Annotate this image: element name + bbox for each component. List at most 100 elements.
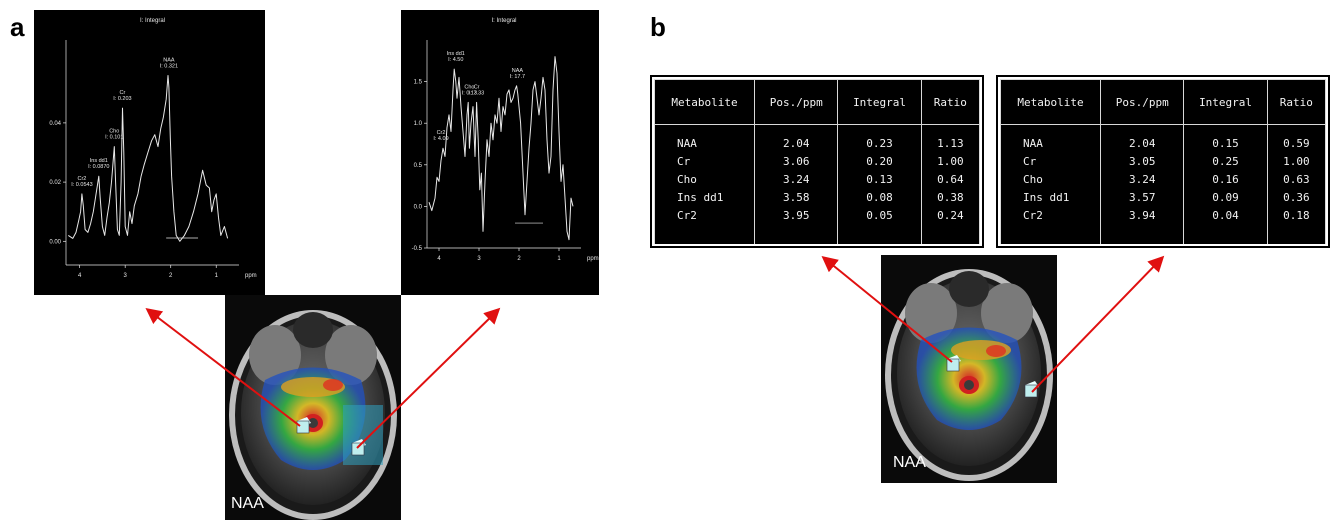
metabolite-table-right: Metabolite Pos./ppm Integral Ratio NAA Cr Cho I… <box>996 75 1330 248</box>
mri-label-2: NAA <box>893 454 926 471</box>
metabolite-table: Metabolite Pos./ppm Integral Ratio NAA Cr Cho I… <box>999 79 1327 244</box>
table-cell: Cr2 <box>677 209 697 222</box>
table-cell: 0.59 <box>1283 137 1310 150</box>
table-cell: 3.06 <box>782 155 810 168</box>
column-header: Ratio <box>920 79 981 125</box>
spectrum-trace <box>428 56 574 241</box>
spectrum-right: I: Integral 4 3 2 1 ppm -0.5 0.0 0.5 1.0 1.5 Cr2 I: … <box>401 10 599 295</box>
table-cell: 0.20 <box>866 155 893 168</box>
table-cell: 0.25 <box>1212 155 1239 168</box>
table-cell: 0.08 <box>866 191 893 204</box>
metabolite-table-left: Metabolite Pos./ppm Integral Ratio NAA Cr Cho I… <box>650 75 984 248</box>
table-cell: 2.04 <box>782 137 810 150</box>
table-cell: 1.00 <box>1283 155 1310 168</box>
x-axis-label: ppm <box>245 273 257 279</box>
x-tick-label: 2 <box>169 273 173 279</box>
peak-value: I: 4.09 <box>433 136 448 142</box>
mri-axial-left: NAA <box>225 295 401 520</box>
table-cell: 1.00 <box>937 155 964 168</box>
chart-title: I: Integral <box>491 18 516 24</box>
peak-value: I: 0.321 <box>160 64 178 70</box>
peak-label: Cr <box>474 84 480 90</box>
table-cell: NAA <box>677 137 697 150</box>
mri-brain-image-2: NAA <box>881 255 1057 483</box>
metabolite-table: Metabolite Pos./ppm Integral Ratio NAA Cr Cho I… <box>653 79 981 244</box>
y-tick-label: 0.00 <box>49 239 61 245</box>
peak-label: Ins dd1 <box>447 51 465 57</box>
panel-a-label: a <box>10 12 25 42</box>
column-header: Ratio <box>1266 79 1327 125</box>
column-cells: NAA Cr Cho Ins dd1 Cr2 <box>653 124 756 244</box>
x-tick-label: 1 <box>557 256 561 262</box>
table-cell: Cr2 <box>1023 209 1043 222</box>
table-cell: 0.63 <box>1283 173 1310 186</box>
table-cell: 0.24 <box>937 209 964 222</box>
column-header: Metabolite <box>999 79 1102 125</box>
peak-label: Ins dd1 <box>90 158 108 164</box>
peak-label: Cho <box>109 129 119 135</box>
peak-value: I: 0.101 <box>105 135 123 141</box>
peak-label: Cr2 <box>77 176 86 182</box>
column-cells: 0.59 1.00 0.63 0.36 0.18 <box>1266 124 1327 244</box>
peak-value: I: 17.7 <box>510 74 525 80</box>
table-cell: 0.15 <box>1212 137 1239 150</box>
peak-value: I: 4.50 <box>448 57 463 63</box>
table-cell: 0.13 <box>866 173 893 186</box>
peak-value: I: 7.33 <box>469 90 484 96</box>
chart-title: I: Integral <box>140 18 165 24</box>
peak-label: Cr2 <box>437 130 446 136</box>
y-tick-label: 1.0 <box>414 121 423 127</box>
y-tick-label: 0.5 <box>414 163 423 169</box>
table-cell: 0.38 <box>937 191 964 204</box>
table-cell: 3.94 <box>1128 209 1156 222</box>
column-cells: 1.13 1.00 0.64 0.38 0.24 <box>920 124 981 244</box>
table-cell: 0.18 <box>1283 209 1310 222</box>
column-cells: 0.15 0.25 0.16 0.09 0.04 <box>1183 124 1268 244</box>
column-cells: 2.04 3.06 3.24 3.58 3.95 <box>754 124 839 244</box>
table-cell: 0.05 <box>866 209 893 222</box>
peak-value: I: 0.203 <box>113 96 131 102</box>
column-cells: 2.04 3.05 3.24 3.57 3.94 <box>1100 124 1185 244</box>
column-header: Pos./ppm <box>754 79 839 125</box>
table-cell: 0.64 <box>937 173 964 186</box>
table-cell: Cr <box>677 155 691 168</box>
x-tick-label: 4 <box>78 273 82 279</box>
mri-brain-image: NAA <box>225 295 401 520</box>
peak-label: Cr <box>120 90 126 96</box>
table-cell: 0.04 <box>1212 209 1239 222</box>
spectrum-left: I: Integral 4 3 2 1 ppm 0.00 0.02 0.04 Cr2 I: 0.05… <box>34 10 265 295</box>
table-row: NAA Cr Cho Ins dd1 Cr2 2.04 3.06 3.24 3.58 3.95 0.… <box>653 124 981 244</box>
peak-value: I: 0.13 <box>462 90 477 96</box>
y-tick-label: 0.0 <box>414 204 423 210</box>
column-header: Pos./ppm <box>1100 79 1185 125</box>
column-cells: NAA Cr Cho Ins dd1 Cr2 <box>999 124 1102 244</box>
y-tick-label: 1.5 <box>414 80 423 86</box>
table-cell: 3.57 <box>1128 191 1156 204</box>
mri-axial-right: NAA <box>881 255 1057 483</box>
table-cell: 0.23 <box>866 137 893 150</box>
table-cell: 3.95 <box>782 209 810 222</box>
x-tick-label: 3 <box>477 256 481 262</box>
table-cell: 1.13 <box>937 137 964 150</box>
table-cell: NAA <box>1023 137 1043 150</box>
mri-label: NAA <box>231 495 264 512</box>
x-tick-label: 3 <box>124 273 128 279</box>
column-header: Integral <box>1183 79 1268 125</box>
table-cell: 3.58 <box>782 191 810 204</box>
table-cell: 0.16 <box>1212 173 1239 186</box>
table-cell: Cho <box>1023 173 1043 186</box>
x-axis-label: ppm <box>587 256 599 262</box>
table-cell: Ins dd1 <box>1023 191 1070 204</box>
y-tick-label: 0.04 <box>49 121 61 127</box>
column-header: Integral <box>837 79 922 125</box>
table-cell: Cr <box>1023 155 1037 168</box>
column-cells: 0.23 0.20 0.13 0.08 0.05 <box>837 124 922 244</box>
table-cell: 3.24 <box>782 173 810 186</box>
table-cell: 0.09 <box>1212 191 1239 204</box>
column-header: Metabolite <box>653 79 756 125</box>
peak-value: I: 0.0870 <box>88 164 109 170</box>
table-cell: 0.36 <box>1283 191 1310 204</box>
x-tick-label: 1 <box>215 273 219 279</box>
